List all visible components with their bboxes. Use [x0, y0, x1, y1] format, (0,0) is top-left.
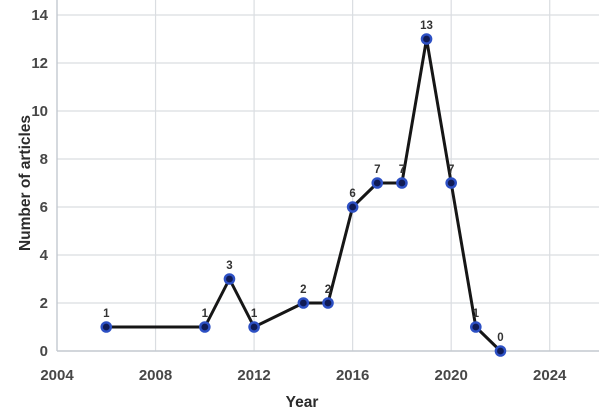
data-point-marker	[199, 321, 211, 333]
data-point-marker	[346, 201, 359, 213]
y-tick-label: 14	[31, 7, 48, 24]
data-label: 2	[325, 284, 331, 296]
data-label: 1	[473, 308, 480, 320]
x-tick-label: 2004	[40, 367, 74, 384]
data-label: 7	[399, 164, 405, 176]
data-point-marker	[396, 177, 408, 189]
x-tick-label: 2024	[533, 367, 567, 384]
data-point-marker	[371, 177, 384, 189]
data-label: 13	[420, 20, 433, 32]
data-label: 1	[251, 308, 258, 320]
data-label: 1	[103, 308, 110, 320]
data-point-marker	[322, 297, 334, 309]
data-label: 1	[202, 308, 209, 320]
data-point-marker	[494, 345, 507, 357]
y-tick-label: 4	[40, 247, 49, 264]
data-label: 6	[349, 188, 355, 200]
x-tick-label: 2012	[237, 367, 270, 384]
x-tick-label: 2008	[139, 367, 172, 384]
data-label: 2	[300, 284, 306, 296]
data-label: 0	[497, 332, 503, 344]
data-label: 7	[374, 164, 380, 176]
x-axis-title: Year	[286, 394, 319, 411]
data-point-marker	[420, 33, 433, 45]
data-label: 7	[448, 164, 454, 176]
y-axis-title: Number of articles	[17, 115, 34, 251]
y-tick-label: 8	[40, 151, 48, 168]
data-point-marker	[297, 297, 310, 309]
data-point-marker	[100, 321, 113, 333]
data-point-marker	[248, 321, 260, 333]
data-point-markers	[100, 33, 507, 357]
y-tick-label: 10	[31, 103, 48, 120]
data-point-marker	[470, 321, 482, 333]
data-point-marker	[223, 273, 236, 285]
x-tick-label: 2016	[336, 367, 369, 384]
y-tick-label: 0	[40, 343, 48, 360]
y-tick-label: 12	[31, 55, 48, 72]
y-tick-label: 2	[40, 295, 48, 312]
axis-lines	[56, 0, 599, 352]
gridlines	[57, 0, 599, 351]
data-label: 3	[226, 260, 232, 272]
data-point-marker	[445, 177, 457, 189]
y-tick-label: 6	[40, 199, 48, 216]
x-tick-label: 2020	[434, 367, 467, 384]
